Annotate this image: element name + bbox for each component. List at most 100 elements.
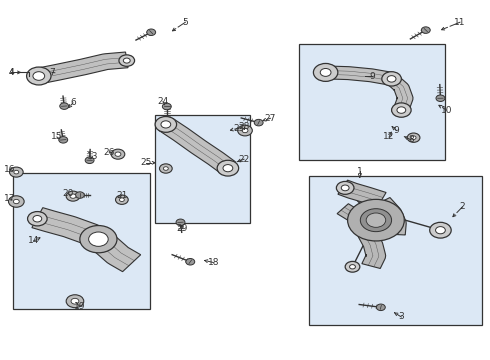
Circle shape	[111, 149, 125, 159]
Circle shape	[116, 195, 128, 204]
Text: 15: 15	[51, 132, 63, 141]
Circle shape	[159, 164, 172, 173]
Circle shape	[9, 167, 23, 177]
Circle shape	[33, 216, 42, 222]
Circle shape	[336, 181, 354, 194]
Circle shape	[163, 167, 168, 170]
Polygon shape	[32, 208, 141, 272]
Circle shape	[75, 192, 84, 198]
Text: 9: 9	[369, 72, 375, 81]
Text: 7: 7	[49, 68, 55, 77]
FancyBboxPatch shape	[309, 176, 482, 325]
Circle shape	[341, 185, 349, 191]
Circle shape	[89, 232, 108, 246]
Circle shape	[147, 29, 156, 36]
Text: 29: 29	[177, 224, 188, 233]
Polygon shape	[374, 198, 406, 235]
Circle shape	[80, 226, 117, 253]
Text: 4: 4	[9, 68, 14, 77]
Text: 3: 3	[398, 312, 404, 321]
Text: 6: 6	[70, 98, 76, 107]
Circle shape	[223, 165, 233, 172]
Text: 26: 26	[103, 148, 115, 157]
Circle shape	[430, 222, 451, 238]
Circle shape	[27, 212, 47, 226]
Circle shape	[376, 304, 385, 311]
Circle shape	[436, 226, 445, 234]
Circle shape	[349, 265, 355, 269]
Circle shape	[217, 160, 239, 176]
Polygon shape	[358, 231, 386, 269]
Polygon shape	[337, 204, 383, 235]
Circle shape	[33, 72, 45, 80]
Text: 14: 14	[28, 237, 40, 246]
Circle shape	[155, 117, 176, 132]
Circle shape	[119, 55, 135, 66]
Circle shape	[85, 157, 94, 163]
Text: 13: 13	[87, 152, 98, 161]
Circle shape	[345, 261, 360, 272]
Circle shape	[60, 103, 69, 109]
Text: 5: 5	[182, 18, 188, 27]
Circle shape	[320, 68, 331, 76]
Circle shape	[366, 213, 386, 227]
Text: 19: 19	[74, 302, 86, 311]
Circle shape	[176, 219, 185, 226]
Text: 22: 22	[239, 155, 249, 164]
FancyBboxPatch shape	[155, 116, 250, 223]
Text: 11: 11	[454, 18, 466, 27]
Text: 17: 17	[4, 194, 15, 203]
Circle shape	[314, 63, 338, 81]
Text: 21: 21	[116, 190, 127, 199]
Circle shape	[115, 152, 121, 156]
Circle shape	[26, 67, 51, 85]
Polygon shape	[325, 66, 393, 85]
Circle shape	[123, 58, 130, 63]
Text: 10: 10	[441, 105, 452, 114]
Text: 24: 24	[157, 97, 169, 106]
Circle shape	[8, 196, 24, 207]
Circle shape	[411, 136, 416, 139]
Circle shape	[70, 194, 76, 198]
Circle shape	[186, 258, 195, 265]
Circle shape	[242, 129, 248, 133]
Circle shape	[421, 27, 430, 33]
Circle shape	[254, 120, 263, 126]
Text: 18: 18	[207, 258, 219, 267]
Circle shape	[13, 199, 19, 204]
FancyBboxPatch shape	[299, 44, 445, 160]
Circle shape	[162, 103, 171, 110]
Polygon shape	[36, 52, 128, 84]
Text: 2: 2	[460, 202, 465, 211]
Text: 4: 4	[9, 68, 14, 77]
Circle shape	[397, 107, 406, 113]
Text: 20: 20	[62, 189, 74, 198]
Polygon shape	[338, 180, 386, 207]
Circle shape	[360, 209, 392, 231]
Circle shape	[392, 103, 411, 117]
Text: 8: 8	[408, 135, 414, 144]
Circle shape	[66, 191, 80, 201]
FancyBboxPatch shape	[13, 173, 150, 309]
Text: 12: 12	[384, 132, 395, 141]
Circle shape	[407, 133, 420, 142]
Circle shape	[120, 198, 124, 202]
Circle shape	[71, 298, 79, 304]
Circle shape	[161, 121, 171, 128]
Circle shape	[66, 295, 84, 308]
Text: 27: 27	[265, 114, 276, 123]
Text: 1: 1	[357, 167, 363, 176]
Circle shape	[387, 76, 396, 82]
Circle shape	[238, 125, 252, 136]
Circle shape	[59, 136, 68, 143]
Polygon shape	[159, 118, 236, 173]
Text: 28: 28	[238, 122, 250, 131]
Text: 23: 23	[233, 123, 245, 132]
Circle shape	[436, 95, 445, 102]
Text: 25: 25	[141, 158, 152, 167]
Polygon shape	[386, 75, 413, 111]
Text: 16: 16	[4, 165, 15, 174]
Circle shape	[382, 72, 401, 86]
Circle shape	[347, 199, 404, 241]
Circle shape	[14, 170, 19, 174]
